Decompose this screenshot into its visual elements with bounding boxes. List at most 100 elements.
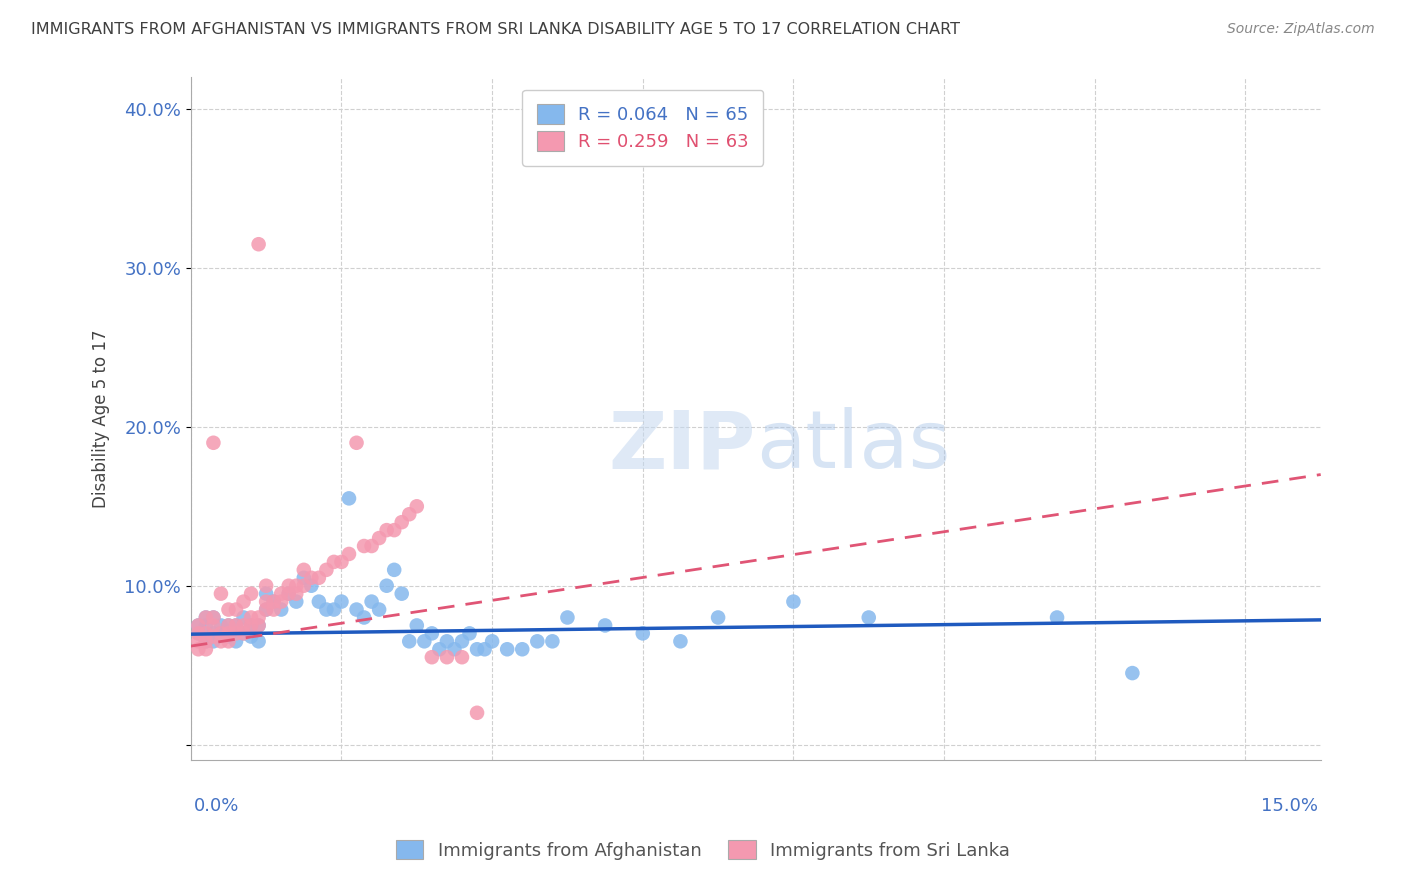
Point [187, 626, 209, 640]
Point [240, 618, 263, 632]
Point [225, 626, 247, 640]
Point [1121, 666, 1143, 681]
Point [263, 594, 285, 608]
Point [202, 618, 225, 632]
Point [247, 618, 270, 632]
Point [254, 602, 277, 616]
Point [368, 531, 391, 545]
Point [232, 594, 254, 608]
Point [218, 626, 240, 640]
Point [218, 634, 240, 648]
Point [225, 634, 247, 648]
Point [669, 634, 692, 648]
Y-axis label: Disability Age 5 to 17: Disability Age 5 to 17 [93, 330, 110, 508]
Point [202, 630, 225, 644]
Point [391, 587, 413, 601]
Point [254, 594, 277, 608]
Point [510, 642, 533, 657]
Text: ZIP: ZIP [609, 408, 756, 485]
Point [254, 587, 277, 601]
Point [209, 626, 232, 640]
Point [270, 594, 292, 608]
Point [308, 594, 330, 608]
Point [451, 650, 474, 665]
Point [187, 618, 209, 632]
Legend: R = 0.064   N = 65, R = 0.259   N = 63: R = 0.064 N = 65, R = 0.259 N = 63 [522, 90, 763, 166]
Point [465, 642, 488, 657]
Point [420, 650, 443, 665]
Point [263, 594, 285, 608]
Point [451, 634, 474, 648]
Point [292, 563, 315, 577]
Point [496, 642, 519, 657]
Point [232, 618, 254, 632]
Point [202, 626, 225, 640]
Point [194, 610, 217, 624]
Point [232, 610, 254, 624]
Point [1046, 610, 1069, 624]
Point [443, 642, 465, 657]
Point [593, 618, 616, 632]
Point [202, 610, 225, 624]
Point [194, 610, 217, 624]
Point [398, 634, 420, 648]
Point [481, 634, 503, 648]
Point [247, 237, 270, 252]
Text: Source: ZipAtlas.com: Source: ZipAtlas.com [1227, 22, 1375, 37]
Point [420, 626, 443, 640]
Point [240, 618, 263, 632]
Point [209, 626, 232, 640]
Point [315, 563, 337, 577]
Point [360, 539, 382, 553]
Point [187, 634, 209, 648]
Point [299, 579, 322, 593]
Point [187, 626, 209, 640]
Point [218, 630, 240, 644]
Point [346, 435, 368, 450]
Point [218, 618, 240, 632]
Legend: Immigrants from Afghanistan, Immigrants from Sri Lanka: Immigrants from Afghanistan, Immigrants … [389, 832, 1017, 867]
Point [232, 626, 254, 640]
Point [225, 618, 247, 632]
Point [218, 618, 240, 632]
Point [292, 571, 315, 585]
Point [247, 634, 270, 648]
Point [391, 515, 413, 529]
Text: atlas: atlas [756, 408, 950, 485]
Point [323, 555, 346, 569]
Point [209, 618, 232, 632]
Point [240, 587, 263, 601]
Point [270, 602, 292, 616]
Point [382, 523, 405, 537]
Point [247, 610, 270, 624]
Point [292, 579, 315, 593]
Point [474, 642, 496, 657]
Point [254, 602, 277, 616]
Point [458, 626, 481, 640]
Point [209, 634, 232, 648]
Point [353, 539, 375, 553]
Point [707, 610, 730, 624]
Text: IMMIGRANTS FROM AFGHANISTAN VS IMMIGRANTS FROM SRI LANKA DISABILITY AGE 5 TO 17 : IMMIGRANTS FROM AFGHANISTAN VS IMMIGRANT… [31, 22, 960, 37]
Point [337, 547, 360, 561]
Point [202, 435, 225, 450]
Point [405, 618, 427, 632]
Point [285, 594, 308, 608]
Point [225, 618, 247, 632]
Point [308, 571, 330, 585]
Point [346, 602, 368, 616]
Point [218, 602, 240, 616]
Point [254, 579, 277, 593]
Point [631, 626, 654, 640]
Point [232, 626, 254, 640]
Point [323, 602, 346, 616]
Point [405, 500, 427, 514]
Point [225, 602, 247, 616]
Point [330, 555, 353, 569]
Point [194, 618, 217, 632]
Point [240, 610, 263, 624]
Point [299, 571, 322, 585]
Point [375, 523, 398, 537]
Text: 0.0%: 0.0% [194, 797, 239, 814]
Point [557, 610, 579, 624]
